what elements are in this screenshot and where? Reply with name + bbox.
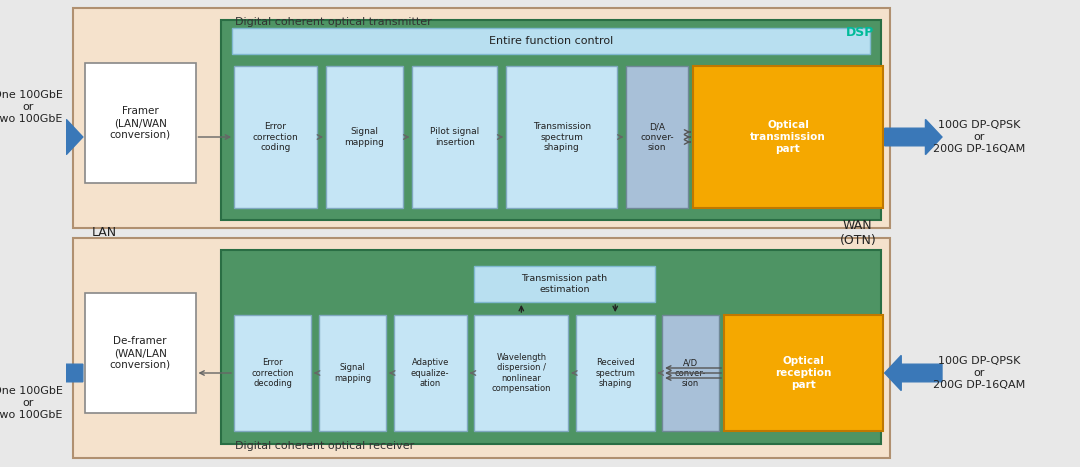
Text: Signal
mapping: Signal mapping xyxy=(334,363,370,382)
Text: WAN
(OTN): WAN (OTN) xyxy=(839,219,876,247)
Text: A/D
conver-
sion: A/D conver- sion xyxy=(675,358,706,388)
Text: One 100GbE
or
two 100GbE: One 100GbE or two 100GbE xyxy=(0,91,64,124)
Text: Received
spectrum
shaping: Received spectrum shaping xyxy=(595,358,635,388)
Text: LAN: LAN xyxy=(92,226,118,240)
Text: Digital coherent optical transmitter: Digital coherent optical transmitter xyxy=(235,17,432,27)
Bar xyxy=(232,28,869,54)
Text: Signal
mapping: Signal mapping xyxy=(345,127,384,147)
Bar xyxy=(221,20,881,220)
Text: 100G DP-QPSK
or
200G DP-16QAM: 100G DP-QPSK or 200G DP-16QAM xyxy=(933,120,1026,154)
Polygon shape xyxy=(31,120,83,155)
Polygon shape xyxy=(885,120,942,155)
Text: DSP: DSP xyxy=(846,26,875,38)
Text: De-framer
(WAN/LAN
conversion): De-framer (WAN/LAN conversion) xyxy=(109,336,171,369)
Text: Transmission path
estimation: Transmission path estimation xyxy=(522,274,608,294)
Text: Optical
reception
part: Optical reception part xyxy=(775,356,832,389)
Bar xyxy=(84,293,195,413)
Text: One 100GbE
or
two 100GbE: One 100GbE or two 100GbE xyxy=(0,386,64,420)
Text: Digital coherent optical receiver: Digital coherent optical receiver xyxy=(235,441,415,451)
Bar xyxy=(393,315,467,431)
Bar xyxy=(234,66,316,208)
Bar xyxy=(693,66,882,208)
Text: Error
correction
coding: Error correction coding xyxy=(253,122,298,152)
Text: D/A
conver-
sion: D/A conver- sion xyxy=(640,122,674,152)
Polygon shape xyxy=(31,355,83,390)
Polygon shape xyxy=(885,355,942,390)
Text: 100G DP-QPSK
or
200G DP-16QAM: 100G DP-QPSK or 200G DP-16QAM xyxy=(933,356,1026,389)
Bar xyxy=(474,315,568,431)
Bar xyxy=(221,250,881,444)
Text: Transmission
spectrum
shaping: Transmission spectrum shaping xyxy=(532,122,591,152)
Bar xyxy=(474,266,654,302)
Text: Adaptive
equalize-
ation: Adaptive equalize- ation xyxy=(411,358,449,388)
Text: Framer
(LAN/WAN
conversion): Framer (LAN/WAN conversion) xyxy=(109,106,171,140)
Bar xyxy=(319,315,387,431)
Text: Pilot signal
insertion: Pilot signal insertion xyxy=(430,127,480,147)
Bar xyxy=(73,8,890,228)
Text: Entire function control: Entire function control xyxy=(489,36,613,46)
Bar xyxy=(662,315,718,431)
Bar xyxy=(576,315,654,431)
Bar xyxy=(507,66,617,208)
Bar xyxy=(234,315,311,431)
Text: Wavelength
dispersion /
nonlinear
compensation: Wavelength dispersion / nonlinear compen… xyxy=(491,353,551,393)
Bar xyxy=(413,66,497,208)
Bar xyxy=(724,315,882,431)
Bar xyxy=(84,63,195,183)
Bar xyxy=(73,238,890,458)
Bar xyxy=(326,66,403,208)
Text: Optical
transmission
part: Optical transmission part xyxy=(751,120,826,154)
Bar xyxy=(626,66,688,208)
Text: Error
correction
decoding: Error correction decoding xyxy=(252,358,294,388)
